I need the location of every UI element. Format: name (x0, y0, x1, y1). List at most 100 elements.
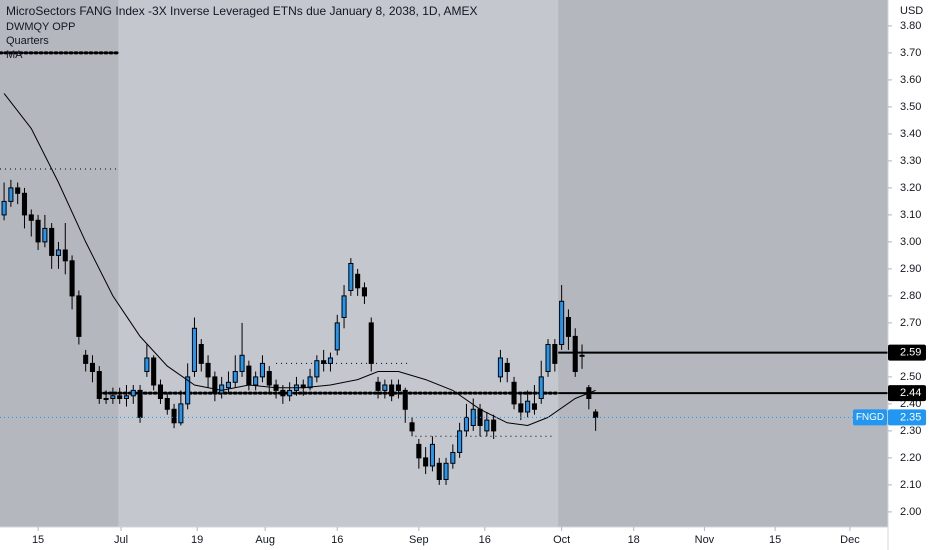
ma-line (3, 93, 596, 427)
x-tick-label: Dec (840, 534, 860, 546)
candle-body (117, 395, 123, 399)
candle-body (62, 249, 68, 262)
level-label: 2.59 (900, 346, 921, 358)
x-tick-label: 16 (331, 534, 343, 546)
candle-body (395, 384, 401, 391)
candle-body (497, 357, 503, 378)
level-label: 2.44 (900, 387, 921, 399)
candle-body (525, 400, 531, 413)
candle-body (450, 451, 456, 464)
series-name: FNGD (856, 412, 884, 423)
y-tick-label: 2.30 (900, 425, 921, 437)
candle-body (552, 343, 558, 364)
y-tick-label: 2.50 (900, 371, 921, 383)
currency-label: USD (900, 5, 923, 17)
candle-body (1, 200, 7, 216)
candle-body (259, 362, 265, 378)
candle-body (287, 389, 293, 397)
candle-body (402, 389, 408, 410)
y-tick-label: 2.00 (900, 506, 921, 518)
y-tick-label: 2.70 (900, 317, 921, 329)
candle-body (157, 384, 164, 399)
candle-body (423, 457, 429, 467)
level-tag (888, 344, 926, 361)
candle-body (185, 376, 191, 405)
candle-body (491, 419, 497, 432)
candle-body (593, 411, 599, 418)
candle-body (76, 295, 82, 337)
chart-title: MicroSectors FANG Index -3X Inverse Leve… (6, 4, 478, 18)
candle-body (205, 362, 211, 378)
candle-body (327, 357, 333, 364)
y-tick-label: 3.50 (900, 101, 921, 113)
shaded-range (558, 0, 888, 527)
x-tick-label: Aug (255, 534, 275, 546)
candle-body (130, 389, 136, 397)
y-tick-label: 3.80 (900, 20, 921, 32)
candle-body (178, 403, 184, 424)
candle-body (443, 462, 449, 480)
y-tick-label: 3.60 (900, 74, 921, 86)
indicator-label: MA (6, 49, 23, 61)
candle-body (348, 263, 354, 291)
candle-body (470, 408, 476, 426)
candle-body (436, 462, 442, 480)
candle-body (579, 354, 585, 357)
candle-body (368, 322, 374, 364)
x-tick-label: Jul (114, 534, 128, 546)
candle-body (559, 300, 565, 345)
y-tick-label: 3.10 (900, 209, 921, 221)
candle-body (538, 376, 544, 399)
candle-body (137, 389, 143, 418)
candle-body (511, 381, 517, 405)
candle-body (239, 354, 245, 372)
shading (0, 0, 888, 527)
price-label: 2.35 (900, 411, 921, 423)
indicator-label: DWMQY OPP (6, 21, 75, 33)
candle-body (572, 335, 578, 372)
y-tick-label: 2.10 (900, 479, 921, 491)
price-tag (888, 409, 926, 426)
candle-body (457, 430, 463, 453)
candle-body (164, 397, 170, 410)
candle-body (151, 357, 157, 386)
candle-body (219, 384, 225, 394)
candle-body (531, 403, 537, 410)
candle-body (15, 187, 21, 194)
candle-body (232, 370, 238, 383)
series-tag (853, 409, 887, 426)
candle-body (225, 381, 231, 389)
indicator-label: Quarters (6, 35, 49, 47)
y-tick-label: 2.20 (900, 452, 921, 464)
y-tick-label: 3.00 (900, 236, 921, 248)
x-tick-label: 16 (479, 534, 491, 546)
y-tick-label: 2.80 (900, 290, 921, 302)
x-tick-label: Sep (409, 534, 429, 546)
candle-body (565, 316, 571, 337)
candle-body (89, 362, 96, 372)
candle-body (321, 360, 327, 364)
candle-body (198, 343, 204, 364)
candle-body (55, 249, 62, 256)
candle-body (49, 227, 55, 256)
candle-body (463, 416, 469, 432)
x-tick-label: 15 (32, 534, 44, 546)
candle-body (123, 395, 130, 399)
candle-body (314, 360, 320, 378)
y-tick-label: 3.20 (900, 182, 921, 194)
candle-body (144, 357, 150, 372)
candle-body (280, 389, 286, 397)
candle-body (334, 322, 340, 351)
plot (0, 51, 888, 485)
candle-body (103, 397, 109, 400)
candle-body (416, 443, 422, 459)
candle-body (375, 381, 381, 391)
candle-body (96, 370, 102, 399)
y-tick-label: 3.70 (900, 47, 921, 59)
candle-body (253, 376, 259, 386)
x-tick-label: 18 (628, 534, 640, 546)
x-tick-label: 19 (191, 534, 203, 546)
y-tick-label: 2.90 (900, 263, 921, 275)
candle-body (382, 384, 388, 391)
